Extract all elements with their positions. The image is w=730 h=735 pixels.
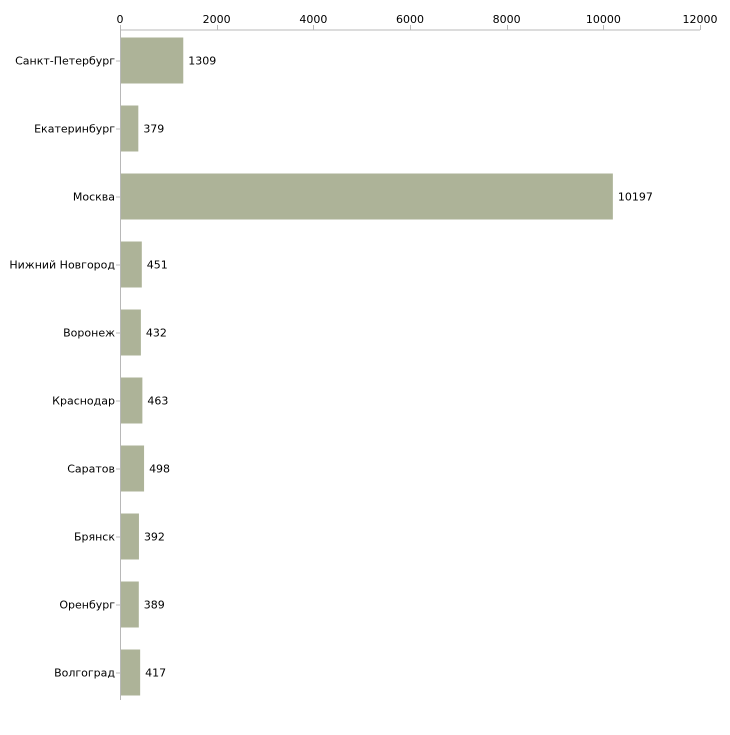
bar [121, 241, 142, 288]
bar-value-label: 392 [144, 531, 165, 544]
category-label: Москва [73, 191, 115, 204]
category-label: Волгоград [54, 667, 115, 680]
bar-value-label: 1309 [188, 55, 216, 68]
bar-value-label: 498 [149, 463, 170, 476]
bar-value-label: 379 [143, 123, 164, 136]
category-label: Оренбург [59, 599, 115, 612]
bar [121, 377, 143, 424]
x-tick-label: 2000 [203, 13, 231, 26]
bar-value-label: 417 [145, 667, 166, 680]
bar [121, 513, 139, 560]
category-label: Екатеринбург [34, 123, 115, 136]
category-labels-group: Санкт-Петербург Екатеринбург Москва Нижний … [9, 55, 115, 680]
y-axis [116, 30, 121, 700]
category-label: Саратов [67, 463, 115, 476]
bar-value-label: 463 [147, 395, 168, 408]
bar [121, 309, 141, 356]
x-tick-label: 4000 [299, 13, 327, 26]
bar [121, 173, 613, 220]
bar-value-label: 389 [144, 599, 165, 612]
x-tick-label: 6000 [396, 13, 424, 26]
x-tick-label: 12000 [683, 13, 718, 26]
bar [121, 37, 184, 84]
category-label: Брянск [74, 531, 115, 544]
category-label: Нижний Новгород [9, 259, 115, 272]
bar-value-label: 451 [147, 259, 168, 272]
bar-value-label: 432 [146, 327, 167, 340]
bar-value-label: 10197 [618, 191, 653, 204]
bar [121, 445, 145, 492]
bar [121, 649, 141, 696]
category-label: Краснодар [52, 395, 115, 408]
x-tick-label: 8000 [493, 13, 521, 26]
category-label: Воронеж [63, 327, 115, 340]
x-axis: 0 2000 4000 6000 8000 10000 12000 [117, 13, 718, 31]
bar [121, 105, 139, 152]
bar [121, 581, 139, 628]
bars-group [121, 37, 613, 696]
value-labels-group: 1309 379 10197 451 432 463 498 392 389 417 [143, 55, 653, 680]
x-tick-label: 10000 [586, 13, 621, 26]
x-tick-label: 0 [117, 13, 124, 26]
category-label: Санкт-Петербург [15, 55, 115, 68]
